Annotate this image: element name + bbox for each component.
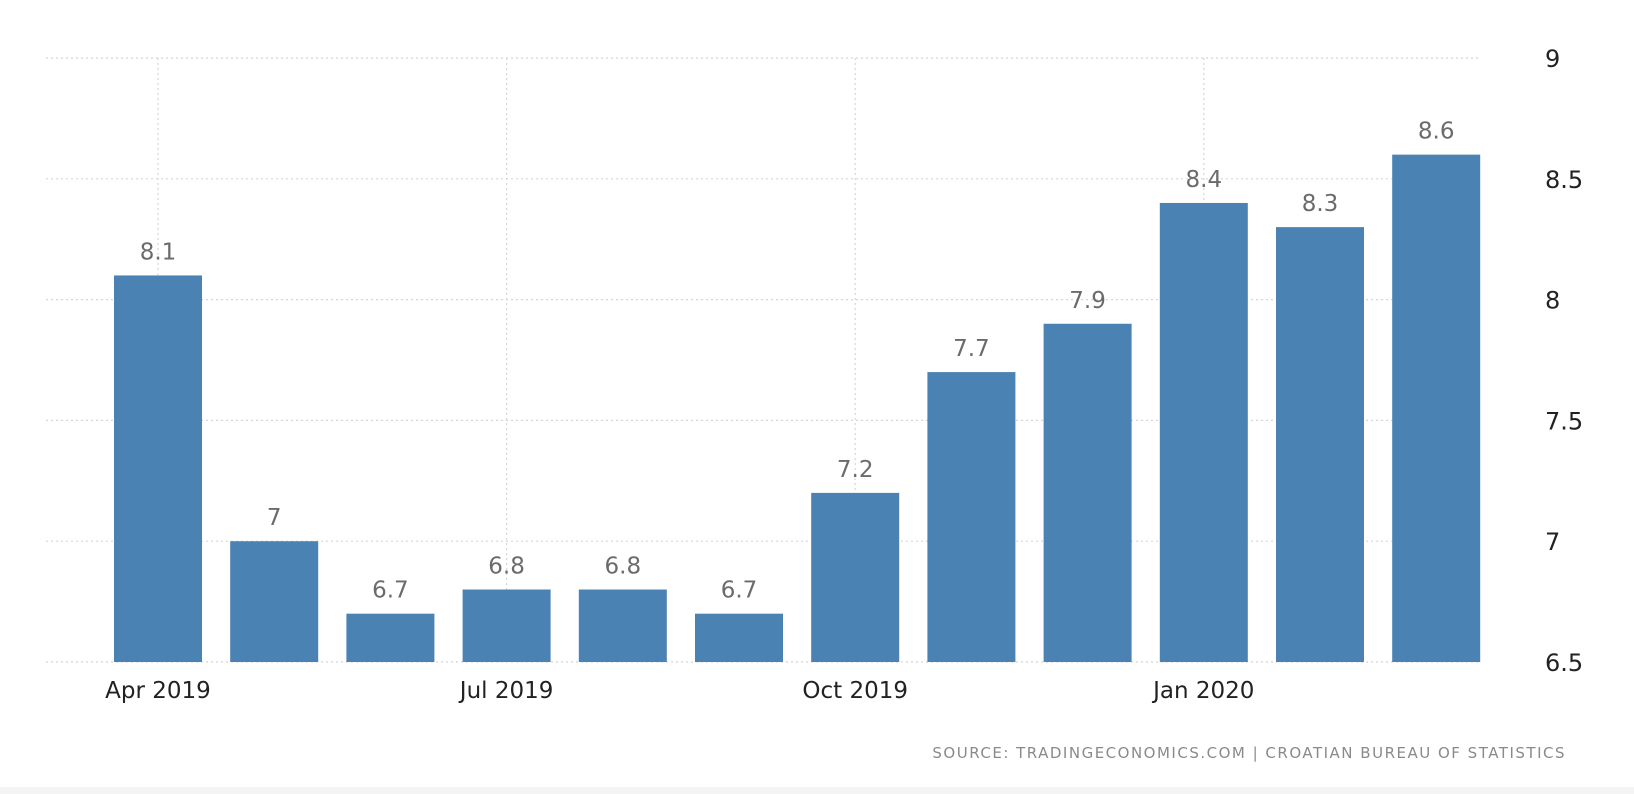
data-label: 8.4 xyxy=(1186,167,1223,193)
x-tick-label: Apr 2019 xyxy=(105,678,211,704)
bars xyxy=(114,154,1481,662)
data-label: 8.1 xyxy=(140,239,177,265)
x-tick-label: Oct 2019 xyxy=(802,678,908,704)
x-axis-tick-labels: Apr 2019 Jul 2019 Oct 2019 Jan 2020 xyxy=(105,678,1254,704)
bar[interactable] xyxy=(811,492,900,662)
x-tick-label: Jan 2020 xyxy=(1151,678,1254,704)
y-tick-label: 7 xyxy=(1545,528,1560,556)
y-tick-label: 8.5 xyxy=(1545,166,1583,194)
bar[interactable] xyxy=(1392,154,1481,662)
bar[interactable] xyxy=(230,541,319,662)
source-note: SOURCE: TRADINGECONOMICS.COM | CROATIAN … xyxy=(932,744,1566,762)
data-label: 6.8 xyxy=(605,554,642,580)
bar[interactable] xyxy=(114,275,202,662)
bar[interactable] xyxy=(346,613,435,662)
data-label: 8.6 xyxy=(1418,119,1455,145)
data-label: 7.2 xyxy=(837,457,874,483)
data-label: 6.7 xyxy=(372,578,409,604)
x-tick-label: Jul 2019 xyxy=(458,678,554,704)
y-tick-label: 8 xyxy=(1545,287,1560,315)
bar[interactable] xyxy=(927,372,1016,662)
bar[interactable] xyxy=(462,589,551,662)
y-tick-label: 9 xyxy=(1545,45,1560,73)
data-label: 7 xyxy=(267,505,282,531)
data-label: 8.3 xyxy=(1302,191,1339,217)
data-label: 7.7 xyxy=(953,336,990,362)
data-label: 7.9 xyxy=(1069,288,1106,314)
y-tick-label: 7.5 xyxy=(1545,407,1583,435)
data-label: 6.8 xyxy=(488,554,525,580)
bar[interactable] xyxy=(1276,227,1364,662)
y-tick-label: 6.5 xyxy=(1545,649,1583,677)
bar[interactable] xyxy=(1043,323,1132,662)
bar[interactable] xyxy=(695,613,783,662)
data-label: 6.7 xyxy=(721,578,758,604)
bar[interactable] xyxy=(578,589,667,662)
bottom-band xyxy=(0,787,1634,794)
data-labels: 8.1 7 6.7 6.8 6.8 6.7 7.2 7.7 7.9 8.4 8.3 8.6 xyxy=(140,119,1455,604)
bar[interactable] xyxy=(1159,202,1248,662)
y-axis-tick-labels: 6.5 7 7.5 8 8.5 9 xyxy=(1545,45,1583,677)
